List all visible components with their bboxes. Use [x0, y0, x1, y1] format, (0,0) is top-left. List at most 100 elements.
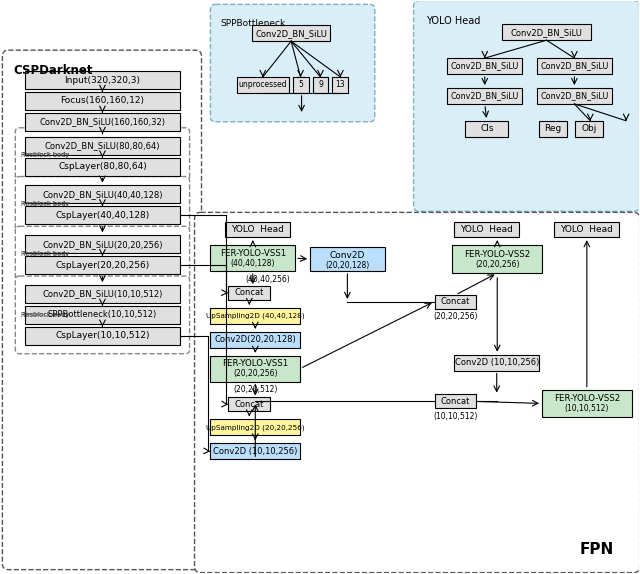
Text: Conv2D_BN_SiLU: Conv2D_BN_SiLU [451, 91, 519, 100]
Text: Conv2D(20,20,128): Conv2D(20,20,128) [214, 335, 296, 344]
Text: (40,40,256): (40,40,256) [245, 274, 290, 284]
FancyBboxPatch shape [542, 390, 632, 417]
FancyBboxPatch shape [575, 121, 603, 137]
Text: Resblock body: Resblock body [23, 312, 69, 317]
Text: Input(320,320,3): Input(320,320,3) [65, 76, 140, 84]
Text: Conv2D: Conv2D [330, 251, 365, 259]
Text: (40,40,128): (40,40,128) [230, 259, 275, 267]
FancyBboxPatch shape [26, 306, 180, 324]
Text: UpSampling2D (20,20,256): UpSampling2D (20,20,256) [206, 424, 305, 430]
FancyBboxPatch shape [26, 207, 180, 224]
FancyBboxPatch shape [465, 121, 508, 137]
FancyBboxPatch shape [537, 88, 612, 104]
Text: CspLayer(20,20,256): CspLayer(20,20,256) [55, 261, 150, 270]
Text: Resblock body: Resblock body [21, 312, 70, 318]
Text: Conv2D_BN_SiLU(160,160,32): Conv2D_BN_SiLU(160,160,32) [40, 117, 166, 126]
FancyBboxPatch shape [211, 245, 295, 271]
FancyBboxPatch shape [435, 295, 476, 309]
Text: Obj: Obj [581, 124, 596, 133]
FancyBboxPatch shape [211, 356, 300, 382]
Text: YOLO  Head: YOLO Head [460, 225, 513, 234]
Text: Resblock body: Resblock body [23, 251, 69, 256]
Text: CSPDarknet: CSPDarknet [13, 64, 93, 77]
FancyBboxPatch shape [502, 24, 591, 40]
Text: unprocessed: unprocessed [239, 80, 287, 90]
FancyBboxPatch shape [26, 137, 180, 154]
Text: Conv2D_BN_SiLU(80,80,64): Conv2D_BN_SiLU(80,80,64) [45, 141, 160, 150]
FancyBboxPatch shape [3, 50, 202, 569]
Text: UpSampling2D (40,40,128): UpSampling2D (40,40,128) [206, 313, 305, 319]
Text: Conv2D_BN_SiLU(40,40,128): Conv2D_BN_SiLU(40,40,128) [42, 190, 163, 199]
FancyBboxPatch shape [454, 222, 519, 237]
Text: YOLO Head: YOLO Head [426, 16, 480, 26]
FancyBboxPatch shape [332, 77, 348, 93]
Text: (20,20,256): (20,20,256) [475, 259, 520, 269]
Text: 5: 5 [298, 80, 303, 90]
FancyBboxPatch shape [26, 71, 180, 89]
FancyBboxPatch shape [26, 113, 180, 131]
Text: Conv2D_BN_SiLU: Conv2D_BN_SiLU [511, 28, 582, 37]
FancyBboxPatch shape [26, 92, 180, 110]
Text: FER-YOLO-VSS1: FER-YOLO-VSS1 [220, 249, 286, 258]
Text: Conv2D_BN_SiLU: Conv2D_BN_SiLU [540, 61, 609, 71]
Text: (20,20,256): (20,20,256) [233, 369, 278, 378]
Text: Resblock body: Resblock body [23, 152, 69, 157]
Text: (20,20,128): (20,20,128) [325, 261, 369, 270]
Text: (10,10,512): (10,10,512) [433, 412, 477, 421]
Text: Conv2D (10,10,256): Conv2D (10,10,256) [213, 447, 298, 456]
Text: 9: 9 [318, 80, 323, 90]
FancyBboxPatch shape [26, 158, 180, 176]
FancyBboxPatch shape [452, 245, 542, 273]
FancyBboxPatch shape [447, 58, 522, 74]
FancyBboxPatch shape [26, 327, 180, 345]
FancyBboxPatch shape [539, 121, 567, 137]
Text: CspLayer(80,80,64): CspLayer(80,80,64) [58, 162, 147, 171]
FancyBboxPatch shape [413, 1, 639, 211]
FancyBboxPatch shape [252, 25, 330, 41]
Text: 13: 13 [335, 80, 345, 90]
Text: Conv2D_BN_SiLU: Conv2D_BN_SiLU [255, 29, 327, 38]
FancyBboxPatch shape [26, 235, 180, 253]
FancyBboxPatch shape [195, 212, 639, 573]
FancyBboxPatch shape [211, 420, 300, 435]
FancyBboxPatch shape [211, 308, 300, 324]
Text: Concat: Concat [441, 397, 470, 406]
Text: FER-YOLO-VSS1: FER-YOLO-VSS1 [222, 359, 289, 368]
Text: CspLayer(40,40,128): CspLayer(40,40,128) [55, 211, 150, 220]
FancyBboxPatch shape [211, 332, 300, 348]
Text: SPPBottleneck(10,10,512): SPPBottleneck(10,10,512) [48, 311, 157, 319]
FancyBboxPatch shape [310, 247, 385, 271]
FancyBboxPatch shape [15, 276, 189, 354]
Text: YOLO  Head: YOLO Head [560, 225, 612, 234]
FancyBboxPatch shape [15, 177, 189, 231]
Text: Concat: Concat [235, 400, 264, 409]
Text: Conv2D_BN_SiLU: Conv2D_BN_SiLU [451, 61, 519, 71]
FancyBboxPatch shape [312, 77, 328, 93]
FancyBboxPatch shape [554, 222, 619, 237]
Text: Resblock body: Resblock body [21, 152, 70, 158]
FancyBboxPatch shape [225, 222, 290, 237]
FancyBboxPatch shape [211, 443, 300, 459]
FancyBboxPatch shape [447, 88, 522, 104]
FancyBboxPatch shape [26, 285, 180, 303]
Text: Resblock body: Resblock body [23, 201, 69, 207]
Text: (20,20,512): (20,20,512) [233, 385, 278, 394]
FancyBboxPatch shape [26, 256, 180, 274]
Text: Conv2D (10,10,256): Conv2D (10,10,256) [454, 358, 539, 367]
Text: Conv2D_BN_SiLU(10,10,512): Conv2D_BN_SiLU(10,10,512) [42, 289, 163, 298]
FancyBboxPatch shape [15, 226, 189, 281]
Text: FER-YOLO-VSS2: FER-YOLO-VSS2 [554, 394, 620, 403]
FancyBboxPatch shape [292, 77, 308, 93]
Text: FPN: FPN [579, 542, 614, 557]
Text: Reg: Reg [545, 124, 562, 133]
FancyBboxPatch shape [537, 58, 612, 74]
Text: Concat: Concat [235, 289, 264, 297]
Text: Focus(160,160,12): Focus(160,160,12) [60, 96, 145, 106]
FancyBboxPatch shape [237, 77, 289, 93]
Text: Concat: Concat [441, 297, 470, 307]
FancyBboxPatch shape [15, 128, 189, 181]
Text: CspLayer(10,10,512): CspLayer(10,10,512) [55, 331, 150, 340]
Text: FER-YOLO-VSS2: FER-YOLO-VSS2 [464, 250, 531, 259]
Text: (10,10,512): (10,10,512) [564, 404, 609, 413]
Text: Resblock body: Resblock body [21, 251, 70, 257]
